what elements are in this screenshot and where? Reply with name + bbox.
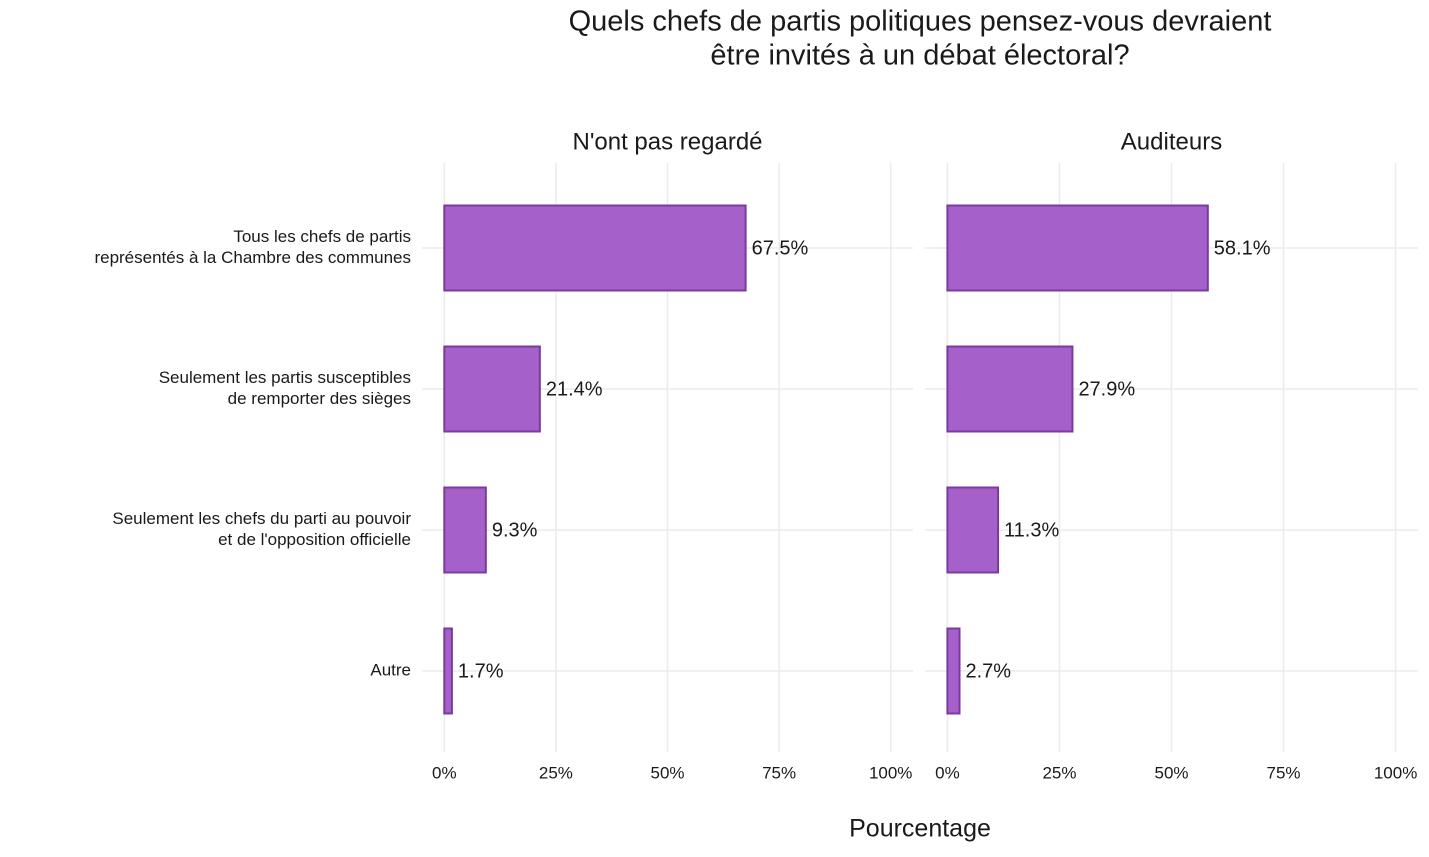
chart-title: Quels chefs de partis politiques pensez-… xyxy=(569,6,1272,38)
value-label: 9.3% xyxy=(492,519,538,541)
bar xyxy=(946,204,1209,292)
x-tick-label: 100% xyxy=(869,763,912,782)
facet-title: N'ont pas regardé xyxy=(572,128,762,155)
value-label: 58.1% xyxy=(1214,237,1271,259)
x-tick-label: 50% xyxy=(1154,763,1188,782)
x-tick-label: 100% xyxy=(1374,763,1417,782)
value-label: 67.5% xyxy=(752,237,809,259)
y-tick-label: Seulement les chefs du parti au pouvoir xyxy=(112,509,411,528)
y-tick-label: Autre xyxy=(370,660,411,679)
y-tick-label: Tous les chefs de partis xyxy=(233,227,411,246)
y-tick-label: de remporter des sièges xyxy=(228,389,411,408)
bar xyxy=(443,345,541,433)
value-label: 2.7% xyxy=(966,660,1012,682)
facet-title: Auditeurs xyxy=(1121,128,1222,155)
x-tick-label: 75% xyxy=(762,763,796,782)
x-tick-label: 25% xyxy=(1042,763,1076,782)
x-tick-label: 0% xyxy=(935,763,960,782)
x-tick-label: 25% xyxy=(539,763,573,782)
bar xyxy=(443,486,487,574)
x-tick-label: 50% xyxy=(650,763,684,782)
value-label: 21.4% xyxy=(546,378,603,400)
x-tick-label: 75% xyxy=(1267,763,1301,782)
bar xyxy=(443,204,747,292)
bar xyxy=(946,486,1000,574)
value-label: 27.9% xyxy=(1078,378,1135,400)
bar xyxy=(443,627,453,715)
value-label: 1.7% xyxy=(458,660,504,682)
bar xyxy=(946,627,961,715)
x-axis-label: Pourcentage xyxy=(849,815,991,843)
chart-title: être invités à un débat électoral? xyxy=(710,40,1129,72)
y-tick-label: Seulement les partis susceptibles xyxy=(159,368,411,387)
bar xyxy=(946,345,1074,433)
x-tick-label: 0% xyxy=(432,763,457,782)
value-label: 11.3% xyxy=(1004,519,1059,541)
y-tick-label: et de l'opposition officielle xyxy=(218,530,411,549)
y-tick-label: représentés à la Chambre des communes xyxy=(94,248,411,267)
